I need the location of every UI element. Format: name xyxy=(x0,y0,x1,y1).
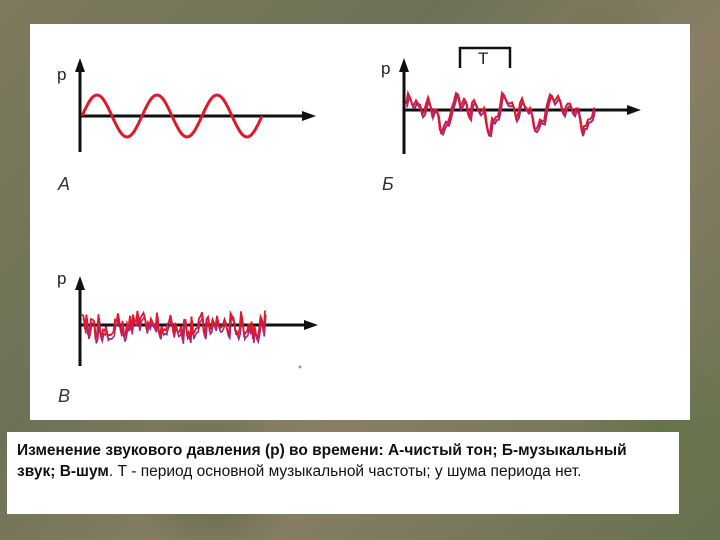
b-musical-wave xyxy=(405,90,595,135)
diagram-panel xyxy=(30,24,690,420)
c-panel-label: В xyxy=(58,386,70,406)
b-x-arrow xyxy=(627,105,641,115)
c-axis-label: p xyxy=(57,269,66,288)
c-noise-wave xyxy=(81,309,266,341)
a-axis-label: p xyxy=(57,65,66,84)
b-y-arrow xyxy=(399,58,409,72)
diagram-b: T p Б xyxy=(381,46,641,194)
b-period-bracket xyxy=(458,46,512,68)
a-panel-label: А xyxy=(57,174,70,194)
a-x-arrow xyxy=(302,111,316,121)
c-y-arrow xyxy=(75,276,85,290)
b-panel-label: Б xyxy=(382,174,394,194)
caption-rest: . Т - период основной музыкальной частот… xyxy=(108,463,582,480)
diagram-a: p А xyxy=(57,58,316,194)
caption-bold: Изменение звукового давления (р) во врем… xyxy=(17,442,627,480)
c-stray-dot xyxy=(298,365,302,369)
c-x-arrow xyxy=(304,320,318,330)
b-period-label: T xyxy=(478,49,488,68)
a-y-arrow xyxy=(75,58,85,72)
b-axis-label: p xyxy=(381,59,390,78)
a-sine-wave xyxy=(80,93,264,139)
caption: Изменение звукового давления (р) во врем… xyxy=(7,432,679,514)
diagram-c: p В xyxy=(57,269,318,406)
